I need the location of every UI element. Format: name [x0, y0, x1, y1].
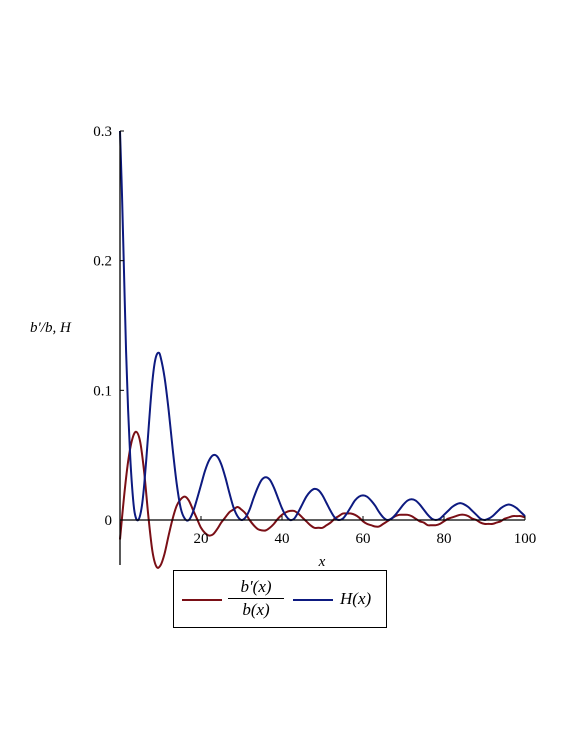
legend-denominator: b(x) — [242, 600, 270, 619]
y-tick-label: 0.2 — [93, 254, 112, 270]
legend-numerator: b′(x) — [240, 577, 272, 596]
fraction-bar — [228, 598, 284, 599]
legend-swatch-b-ratio — [182, 599, 222, 601]
y-axis-title: b′/b, H — [30, 320, 72, 336]
x-tick-label: 60 — [356, 531, 371, 547]
legend: b′(x) b(x) H(x) — [173, 570, 387, 628]
y-tick-label: 0 — [105, 513, 113, 529]
series-line-b-ratio — [119, 430, 526, 569]
legend-swatch-h — [293, 599, 333, 601]
x-axis-title: x — [318, 554, 326, 570]
y-tick-label: 0.1 — [93, 383, 112, 399]
x-tick-label: 20 — [194, 531, 209, 547]
series-line-h — [119, 130, 526, 522]
legend-label-b-ratio: b′(x) b(x) — [226, 577, 286, 620]
legend-label-h: H(x) — [340, 589, 372, 608]
y-tick-label: 0.3 — [93, 124, 112, 140]
series-layer — [119, 130, 526, 569]
x-tick-label: 80 — [437, 531, 452, 547]
x-tick-label: 40 — [275, 531, 290, 547]
x-tick-label: 100 — [514, 531, 537, 547]
tick-layer: 20 40 60 80 100 0 0.1 0.2 0.3 — [93, 124, 536, 547]
